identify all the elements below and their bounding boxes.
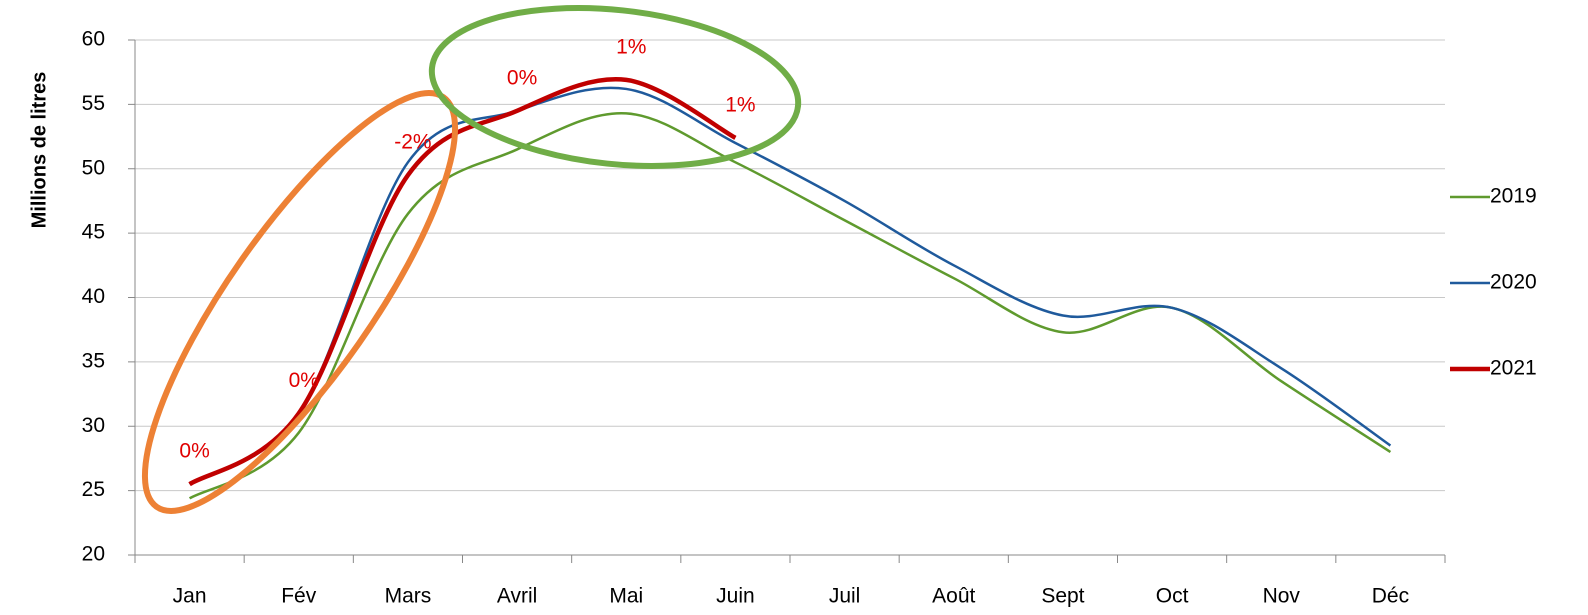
x-tick-label: Nov — [1263, 585, 1301, 608]
y-tick-label: 20 — [82, 543, 105, 566]
plot: 20 25 30 35 40 45 50 55 60 Jan Fév Mars Avril Mai Juin… — [82, 28, 1537, 608]
x-tick-label: Juil — [829, 585, 861, 608]
x-tick-label: Jan — [173, 585, 207, 608]
y-tick-label: 30 — [82, 414, 105, 437]
x-tick-label: Juin — [716, 585, 755, 608]
y-tick-label: 45 — [82, 221, 105, 244]
legend-label: 2020 — [1490, 271, 1537, 294]
x-tick-label: Fév — [281, 585, 317, 608]
y-axis-label: Millions de litres — [28, 72, 50, 229]
x-tick-label: Avril — [497, 585, 537, 608]
x-tick-label: Mars — [385, 585, 432, 608]
x-tick-label: Mai — [609, 585, 643, 608]
y-tick-label: 60 — [82, 28, 105, 51]
annotation: 0% — [507, 66, 537, 89]
x-tick-label: Sept — [1041, 585, 1084, 608]
legend-label: 2019 — [1490, 185, 1537, 208]
y-tick-label: 35 — [82, 349, 105, 372]
series-line — [188, 77, 737, 487]
annotation: 0% — [289, 369, 319, 392]
annotation: 1% — [616, 35, 646, 58]
annotation: 0% — [179, 440, 209, 463]
y-tick-label: 40 — [82, 285, 105, 308]
y-tick-label: 50 — [82, 156, 105, 179]
annotation: 1% — [725, 93, 755, 116]
y-tick-label: 25 — [82, 478, 105, 501]
annotation: -2% — [394, 131, 431, 154]
x-tick-label: Août — [932, 585, 975, 608]
y-tick-label: 55 — [82, 92, 105, 115]
highlight-ellipse — [428, 5, 802, 169]
legend-label: 2021 — [1490, 357, 1537, 380]
series-line — [188, 86, 1392, 486]
x-tick-label: Déc — [1372, 585, 1409, 608]
x-tick-label: Oct — [1156, 585, 1189, 608]
